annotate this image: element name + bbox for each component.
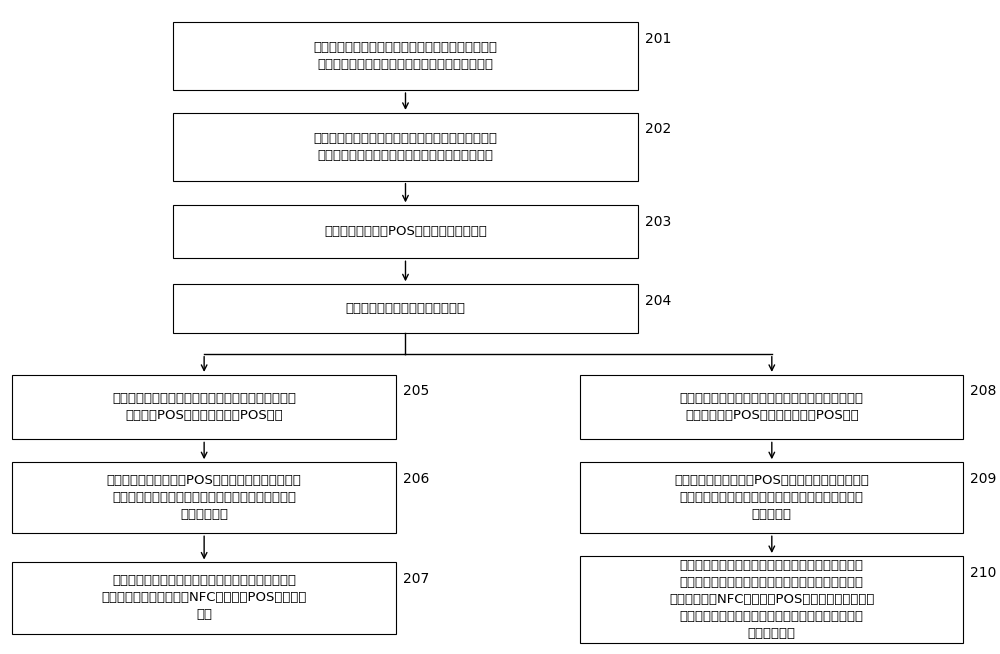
- Text: 201: 201: [645, 32, 672, 46]
- Bar: [173, 205, 638, 258]
- Text: 若当前支付模式为安全支付模式，则对用户进行身份
验证；当身份验证通过时，激活第二激活列表中的支
付卡，并打开NFC模块，与POS设备完成支付；身份
验证包括指纹: 若当前支付模式为安全支付模式，则对用户进行身份 验证；当身份验证通过时，激活第二…: [669, 559, 875, 640]
- Text: 209: 209: [970, 472, 997, 486]
- Text: 接收为快捷支付模式设置的第一激活列表，第一激活
列表中的支付卡是在快捷支付模式下激活的支付卡: 接收为快捷支付模式设置的第一激活列表，第一激活 列表中的支付卡是在快捷支付模式下…: [313, 41, 497, 71]
- Text: 202: 202: [645, 122, 671, 137]
- Bar: [173, 284, 638, 333]
- Text: 接收为安全支付模式设置的第二激活列表，第二激活
列表中的支付卡是在安全支付模式下激活的支付卡: 接收为安全支付模式设置的第二激活列表，第二激活 列表中的支付卡是在安全支付模式下…: [313, 131, 497, 162]
- Text: 获取接收到的射频信号的协议类型: 获取接收到的射频信号的协议类型: [345, 302, 465, 315]
- Bar: [580, 556, 963, 644]
- Text: 在设备类型为快捷支付POS设备时，将当前支付模式
设置为快捷支付模式，快捷支付模式是不进行身份验
证的支付模式: 在设备类型为快捷支付POS设备时，将当前支付模式 设置为快捷支付模式，快捷支付模…: [107, 474, 302, 521]
- Bar: [173, 22, 638, 90]
- Bar: [12, 462, 396, 533]
- Text: 当预定时长内获取到的协议类型的数量大于等于预设
阈值时，确定POS设备为金融应用POS设备: 当预定时长内获取到的协议类型的数量大于等于预设 阈值时，确定POS设备为金融应用…: [680, 392, 864, 422]
- Text: 208: 208: [970, 385, 997, 398]
- Text: 当预定时长内获取到的协议类型的数量小于预设阈值
时，确定POS设备为快捷支付POS设备: 当预定时长内获取到的协议类型的数量小于预设阈值 时，确定POS设备为快捷支付PO…: [112, 392, 296, 422]
- Bar: [12, 562, 396, 634]
- Text: 205: 205: [403, 385, 429, 398]
- Text: 若当前支付模式为快捷支付模式，激活第一激活列表
中的支付卡，并直接打开NFC模块，与POS设备完成
支付: 若当前支付模式为快捷支付模式，激活第一激活列表 中的支付卡，并直接打开NFC模块…: [101, 574, 307, 621]
- Text: 在设备类型为金融应用POS设备时，将当前支付模式
设置为安全支付模式，安全支付模式是进行身份验证
的支付模式: 在设备类型为金融应用POS设备时，将当前支付模式 设置为安全支付模式，安全支付模…: [674, 474, 869, 521]
- Text: 203: 203: [645, 215, 671, 229]
- Bar: [12, 375, 396, 439]
- Bar: [580, 462, 963, 533]
- Text: 210: 210: [970, 566, 997, 579]
- Text: 206: 206: [403, 472, 429, 486]
- Bar: [173, 112, 638, 181]
- Bar: [580, 375, 963, 439]
- Text: 204: 204: [645, 294, 671, 308]
- Text: 在预定时长内接收POS设备发射的射频信号: 在预定时长内接收POS设备发射的射频信号: [324, 226, 487, 238]
- Text: 207: 207: [403, 572, 429, 586]
